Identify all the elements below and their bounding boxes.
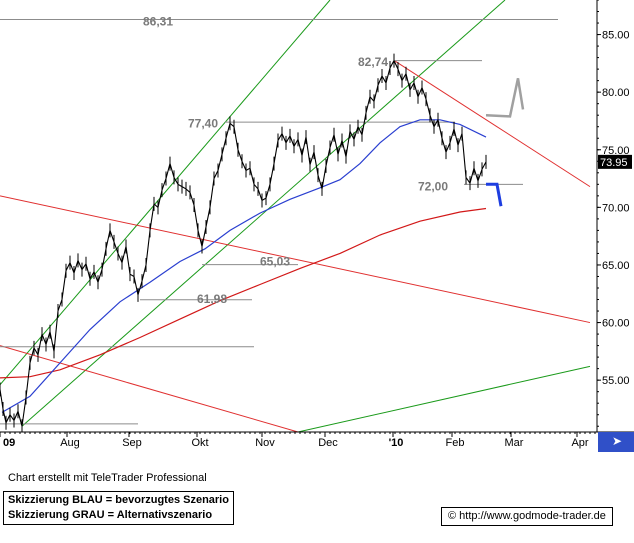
price-label: 82,74 <box>358 55 388 69</box>
green-trend-line-1 <box>21 0 506 427</box>
price-label: 65,03 <box>260 255 290 269</box>
legend-gray-scenario: Skizzierung GRAU = Alternativszenario <box>8 509 213 521</box>
y-tick-label: 65.00 <box>602 260 630 272</box>
x-tick-label: Aug <box>60 437 80 449</box>
x-tick-label: 09 <box>3 437 15 449</box>
price-labels: 86,31 82,74 77,40 72,00 65,03 61,98 <box>143 14 448 305</box>
last-price-label: 73.95 <box>600 157 628 169</box>
price-chart: 86,31 82,74 77,40 72,00 65,03 61,98 85.00 80.0… <box>0 0 634 449</box>
x-tick-label: Feb <box>446 437 465 449</box>
series <box>0 53 525 432</box>
y-tick-label: 80.00 <box>602 87 630 99</box>
x-tick-label: Nov <box>255 437 275 449</box>
price-label: 61,98 <box>197 292 227 306</box>
x-tick-label: Mar <box>505 437 524 449</box>
moving-average-red <box>0 207 487 379</box>
source-url[interactable]: © http://www.godmode-trader.de <box>441 507 613 526</box>
y-tick-label: 70.00 <box>602 202 630 214</box>
scenario-gray-line <box>485 78 525 118</box>
x-tick-label: Dec <box>318 437 338 449</box>
y-tick-label: 85.00 <box>602 30 630 42</box>
x-tick-label: Apr <box>571 437 588 449</box>
price-label: 77,40 <box>188 117 218 131</box>
x-tick-label: Okt <box>191 437 208 449</box>
x-tick-label: Sep <box>122 437 142 449</box>
green-trend-line-2 <box>297 365 591 432</box>
chart-menu-button[interactable]: ➤ <box>598 432 634 452</box>
horizontal-levels <box>0 18 558 425</box>
red-trend-line-1 <box>0 345 299 432</box>
red-trend-line-2 <box>394 60 591 188</box>
price-line <box>0 59 487 427</box>
chart-credit: Chart erstellt mit TeleTrader Profession… <box>8 472 207 484</box>
y-tick-label: 60.00 <box>602 318 630 330</box>
price-label: 86,31 <box>143 14 173 28</box>
green-trend-line-0 <box>0 0 331 386</box>
axes: 85.00 80.00 75.00 70.00 65.00 60.00 55.00 73.95… <box>0 0 634 449</box>
last-price-box <box>598 154 632 169</box>
legend-blue-scenario: Skizzierung BLAU = bevorzugtes Szenario <box>8 494 229 506</box>
y-tick-label: 55.00 <box>602 375 630 387</box>
price-label: 72,00 <box>418 179 448 193</box>
scenario-blue-line <box>486 182 503 207</box>
scenario-legend: Skizzierung BLAU = bevorzugtes Szenario … <box>3 491 234 525</box>
x-tick-label: '10 <box>389 437 404 449</box>
trend-lines <box>0 0 591 432</box>
y-tick-label: 75.00 <box>602 145 630 157</box>
arrow-icon: ➤ <box>612 434 623 448</box>
moving-average-blue <box>1 119 487 413</box>
red-trend-line-0 <box>0 195 591 324</box>
